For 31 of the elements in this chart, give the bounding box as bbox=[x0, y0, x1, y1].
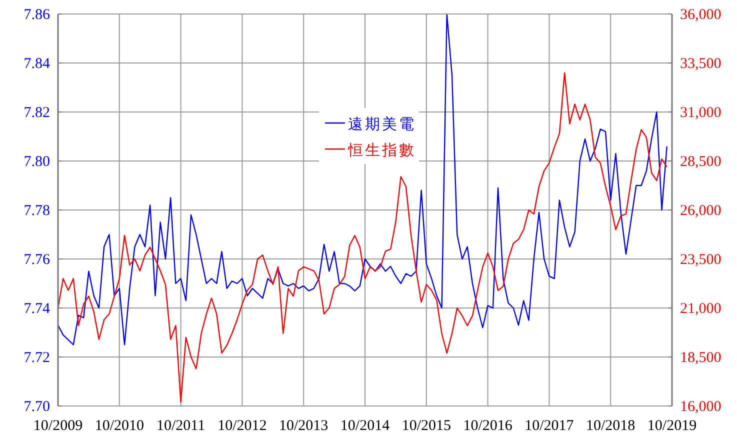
y2-tick-label: 33,500 bbox=[680, 56, 722, 72]
y2-tick-label: 26,000 bbox=[680, 203, 722, 219]
y2-tick-label: 21,000 bbox=[680, 301, 722, 317]
x-tick-label: 10/2018 bbox=[586, 418, 636, 434]
x-tick-label: 10/2016 bbox=[463, 418, 513, 434]
y-tick-label: 7.76 bbox=[24, 252, 50, 268]
y-tick-label: 7.78 bbox=[24, 203, 50, 219]
x-tick-label: 10/2015 bbox=[402, 418, 451, 434]
y2-tick-label: 31,000 bbox=[680, 105, 722, 121]
y-tick-label: 7.84 bbox=[24, 56, 50, 72]
x-tick-label: 10/2019 bbox=[647, 418, 697, 434]
y2-tick-label: 36,000 bbox=[680, 7, 722, 23]
x-tick-label: 10/2014 bbox=[340, 418, 390, 434]
x-tick-label: 10/2009 bbox=[33, 418, 83, 434]
x-tick-label: 10/2013 bbox=[279, 418, 328, 434]
y-tick-label: 7.72 bbox=[24, 350, 50, 366]
y2-tick-label: 23,500 bbox=[680, 252, 722, 268]
y2-tick-label: 28,500 bbox=[680, 154, 722, 170]
legend-label: 遠期美電 bbox=[348, 116, 416, 133]
y-tick-label: 7.82 bbox=[24, 105, 50, 121]
legend-label: 恒生指數 bbox=[347, 142, 416, 159]
y-tick-label: 7.74 bbox=[24, 301, 50, 317]
x-tick-label: 10/2011 bbox=[156, 418, 206, 434]
y-tick-label: 7.80 bbox=[24, 154, 50, 170]
x-tick-label: 10/2010 bbox=[94, 418, 144, 434]
y-tick-label: 7.70 bbox=[24, 399, 50, 415]
x-tick-label: 10/2017 bbox=[524, 418, 574, 434]
x-tick-label: 10/2012 bbox=[218, 418, 267, 434]
y2-tick-label: 16,000 bbox=[680, 399, 722, 415]
y-tick-label: 7.86 bbox=[24, 7, 50, 23]
y2-tick-label: 18,500 bbox=[680, 350, 722, 366]
